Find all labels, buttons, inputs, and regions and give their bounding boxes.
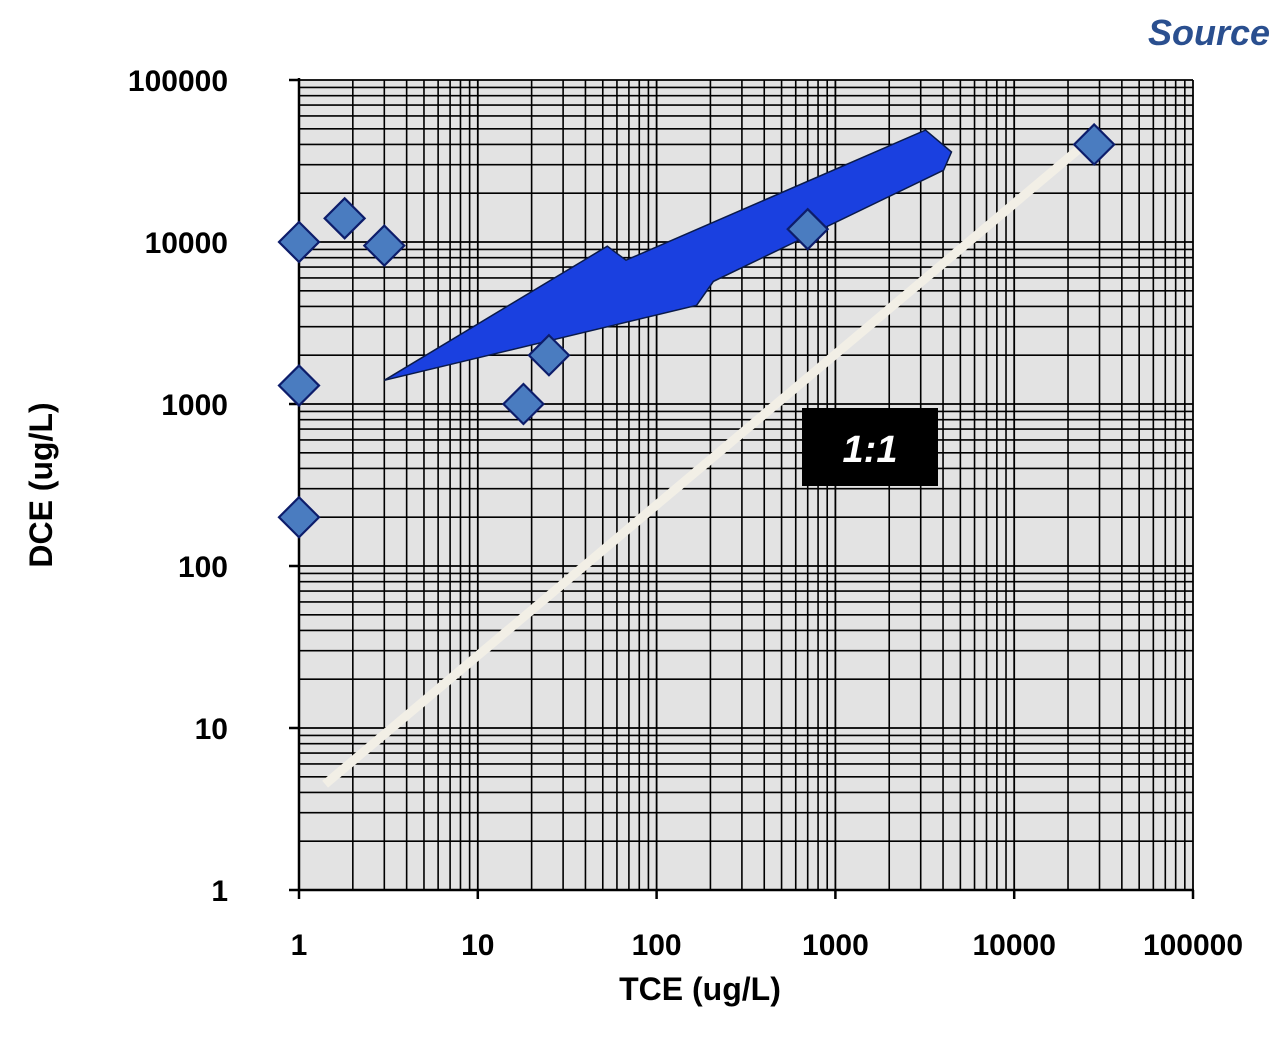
- y-tick-label: 100000: [128, 65, 228, 98]
- data-point-diamond: [501, 382, 545, 426]
- x-tick-label: 100: [632, 929, 682, 962]
- data-point-diamond: [277, 363, 321, 408]
- data-point-diamond: [1072, 122, 1116, 167]
- y-axis-title: DCE (ug/L): [23, 402, 59, 567]
- y-tick-label: 1000: [161, 389, 228, 422]
- data-point-diamond: [277, 220, 321, 264]
- x-tick-label: 10: [461, 929, 494, 962]
- axes: 1 10 100 1000 10000 100000 1 10 100 1000 10000 1000…: [128, 65, 1243, 962]
- y-tick-label: 1: [211, 875, 228, 908]
- x-tick-label: 1000: [802, 929, 869, 962]
- source-label: Source: [1148, 12, 1270, 53]
- reference-line-group: [322, 132, 1098, 788]
- x-tick-label: 10000: [972, 929, 1055, 962]
- data-point-diamond: [786, 207, 830, 251]
- x-tick-label: 1: [291, 929, 308, 962]
- data-point-diamond: [362, 224, 406, 268]
- data-point-diamond: [277, 495, 321, 539]
- x-tick-label: 100000: [1143, 929, 1243, 962]
- one-to-one-line: [322, 132, 1098, 788]
- trend-arrow-group: [383, 129, 953, 382]
- labels: Source TCE (ug/L) DCE (ug/L) 1:1: [23, 12, 1270, 1007]
- trend-arrow: [383, 129, 953, 382]
- data-point-diamond: [527, 333, 571, 377]
- data-points: [277, 122, 1116, 539]
- y-tick-label: 10000: [145, 227, 228, 260]
- ratio-label-box: [802, 408, 938, 486]
- x-axis-title: TCE (ug/L): [619, 971, 781, 1007]
- y-tick-label: 100: [178, 551, 228, 584]
- y-tick-label: 10: [195, 713, 228, 746]
- data-point-diamond: [323, 196, 367, 240]
- plot-area: [299, 80, 1193, 890]
- ratio-label: 1:1: [843, 429, 898, 471]
